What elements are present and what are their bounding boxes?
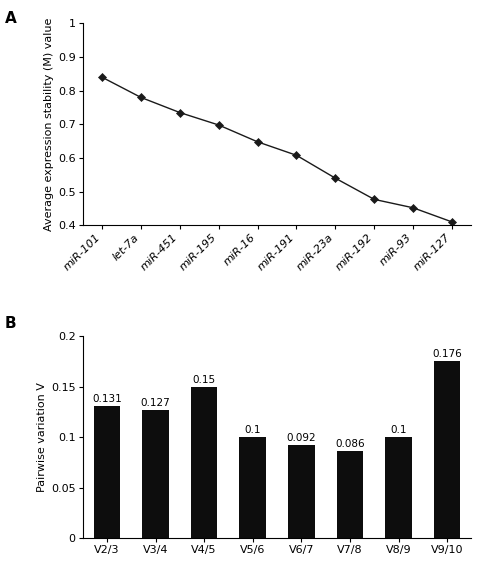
Text: B: B [5,316,17,331]
Bar [93,406,121,538]
Text: A: A [5,11,17,26]
Bar [142,410,169,538]
Bar [239,437,266,538]
Text: 0.131: 0.131 [92,394,122,404]
Text: 0.15: 0.15 [192,375,216,385]
Bar [385,437,412,538]
Text: 0.1: 0.1 [244,425,261,435]
Bar [288,445,315,538]
Text: 0.127: 0.127 [140,398,171,408]
Text: 0.092: 0.092 [287,433,316,443]
Y-axis label: Average expression stability (M) value: Average expression stability (M) value [44,18,54,231]
Bar [191,387,218,538]
Bar [434,360,460,538]
Text: 0.086: 0.086 [335,439,364,449]
Text: 0.1: 0.1 [390,425,407,435]
Text: 0.176: 0.176 [432,349,462,359]
Y-axis label: Pairwise variation V: Pairwise variation V [37,383,47,492]
Bar [336,452,363,538]
